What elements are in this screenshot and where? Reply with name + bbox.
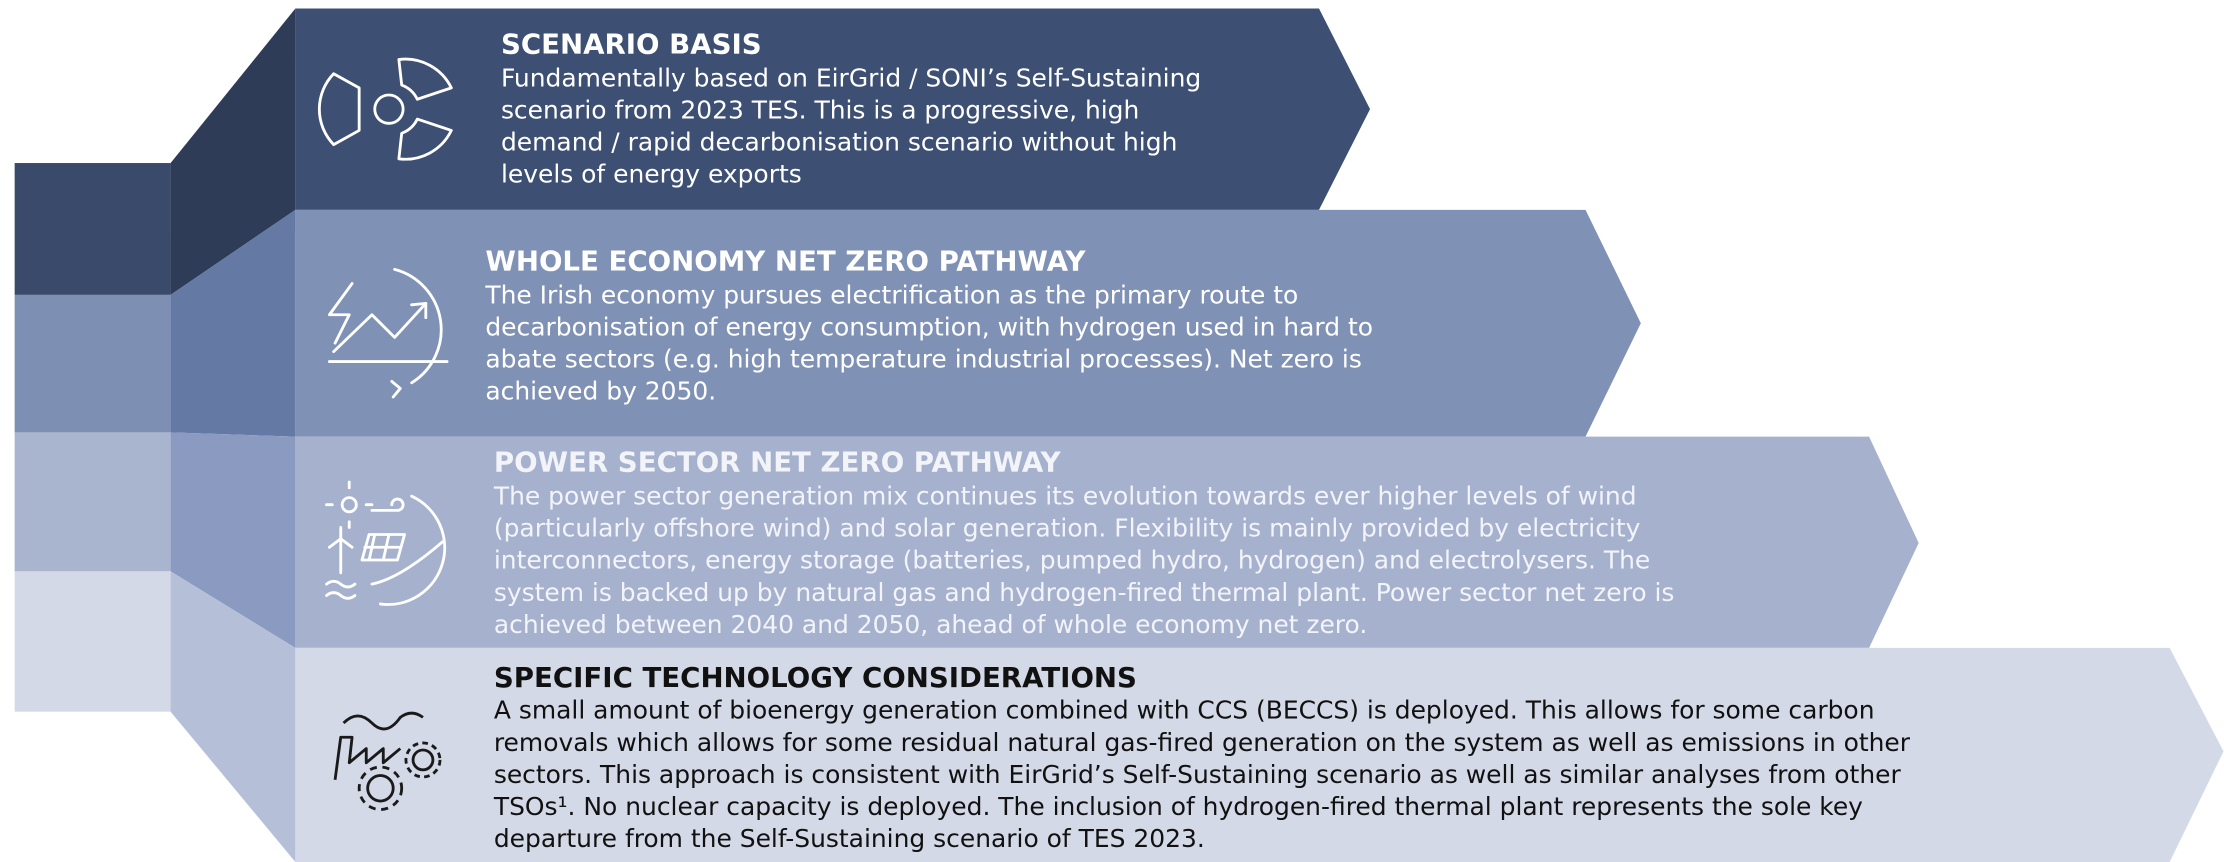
fold bbox=[170, 209, 296, 437]
icon-nuclear bbox=[317, 57, 453, 161]
left-block bbox=[14, 571, 171, 712]
section-body-line: sectors. This approach is consistent wit… bbox=[494, 760, 1902, 789]
section-body-line: A small amount of bioenergy generation c… bbox=[494, 696, 1875, 725]
icon-growth bbox=[327, 267, 449, 399]
section-body-line: The power sector generation mix continue… bbox=[493, 482, 1637, 511]
section-title: WHOLE ECONOMY NET ZERO PATHWAY bbox=[485, 244, 1086, 277]
section-body-line: The Irish economy pursues electrificatio… bbox=[484, 280, 1298, 309]
fold bbox=[170, 8, 296, 295]
left-block bbox=[14, 294, 171, 433]
band bbox=[295, 436, 1919, 648]
section-body-line: demand / rapid decarbonisation scenario … bbox=[501, 127, 1177, 156]
section-body-line: TSOs¹. No nuclear capacity is deployed. … bbox=[493, 792, 1863, 821]
section-body-line: decarbonisation of energy consumption, w… bbox=[485, 312, 1373, 341]
band bbox=[295, 209, 1641, 437]
icon-renewables bbox=[325, 480, 447, 606]
band bbox=[295, 647, 2224, 862]
section-body-line: abate sectors (e.g. high temperature ind… bbox=[485, 344, 1362, 373]
section-title: SPECIFIC TECHNOLOGY CONSIDERATIONS bbox=[494, 661, 1137, 694]
fold bbox=[170, 432, 296, 648]
band bbox=[295, 8, 1371, 210]
fold bbox=[170, 571, 296, 862]
section-body-line: interconnectors, energy storage (batteri… bbox=[494, 546, 1650, 575]
section-body-line: system is backed up by natural gas and h… bbox=[494, 578, 1675, 607]
section-title: POWER SECTOR NET ZERO PATHWAY bbox=[494, 446, 1062, 479]
section-body-line: achieved between 2040 and 2050, ahead of… bbox=[494, 610, 1367, 639]
section-body-line: achieved by 2050. bbox=[485, 376, 716, 405]
section-body-line: levels of energy exports bbox=[501, 160, 802, 189]
left-block bbox=[14, 432, 171, 572]
section-body-line: removals which allows for some residual … bbox=[494, 728, 1911, 757]
left-block bbox=[14, 163, 171, 295]
section-title: SCENARIO BASIS bbox=[501, 27, 762, 60]
section-body-line: departure from the Self-Sustaining scena… bbox=[494, 824, 1205, 853]
section-body-line: Fundamentally based on EirGrid / SONI’s … bbox=[501, 63, 1201, 92]
section-body-line: (particularly offshore wind) and solar g… bbox=[494, 514, 1641, 543]
icon-industry bbox=[333, 711, 442, 811]
section-body-line: scenario from 2023 TES. This is a progre… bbox=[501, 95, 1139, 124]
